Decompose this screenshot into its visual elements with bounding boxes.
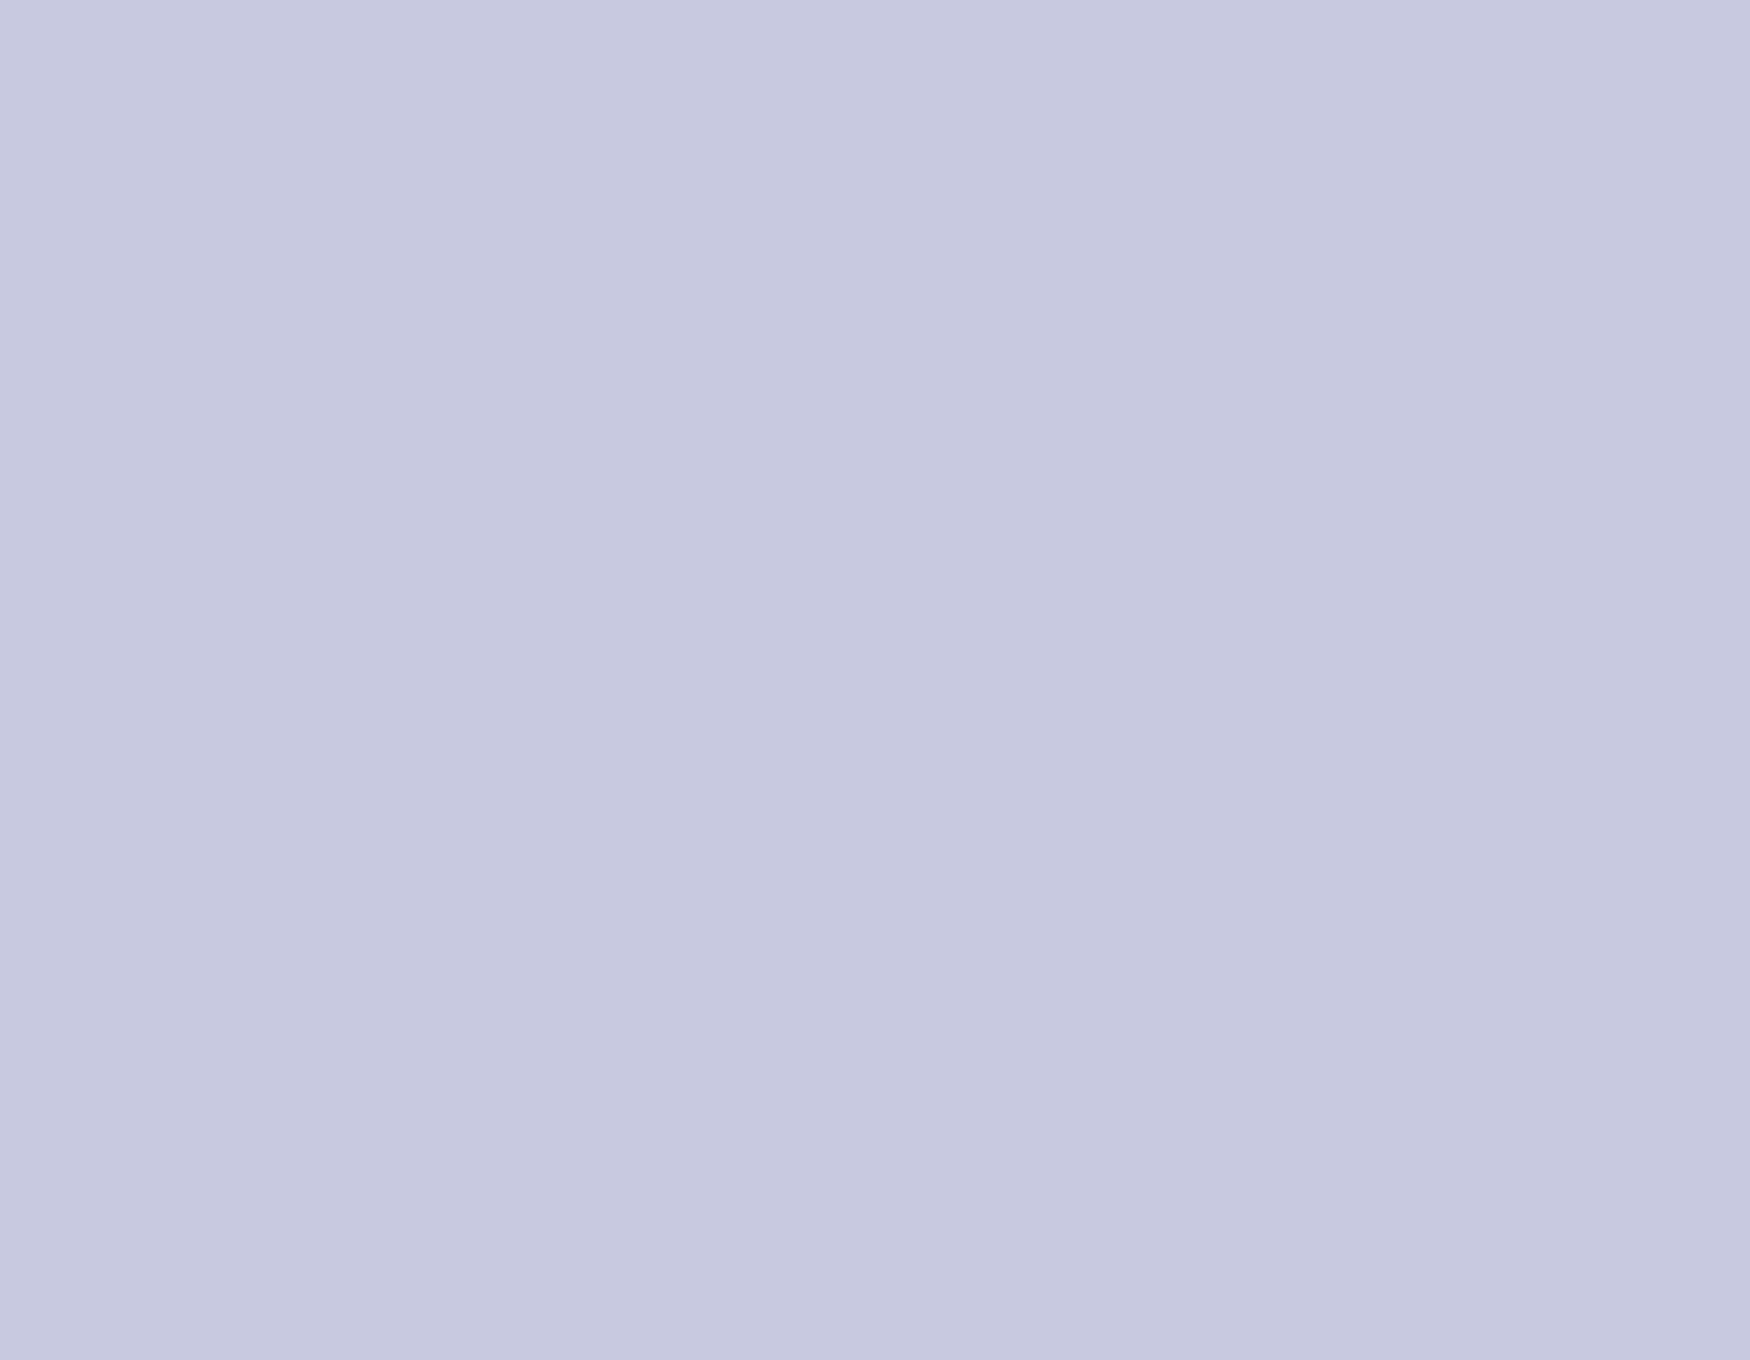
enrichment-map-figure: [0, 0, 1750, 1360]
